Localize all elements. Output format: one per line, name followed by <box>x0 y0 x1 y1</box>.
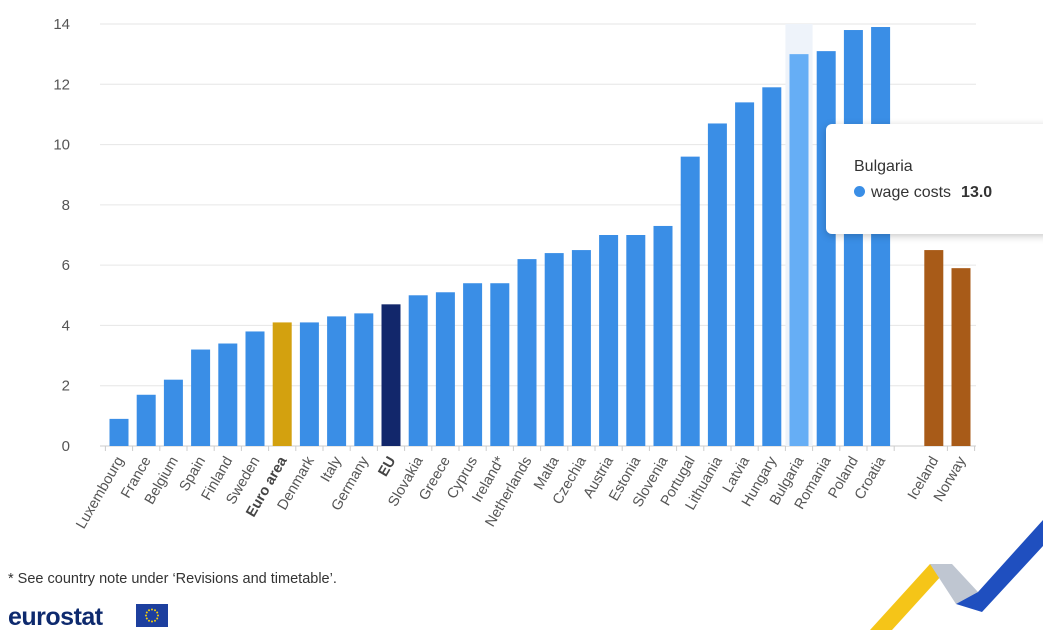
bar-luxembourg[interactable] <box>109 418 129 446</box>
y-tick-label: 4 <box>62 317 70 334</box>
bar-netherlands[interactable] <box>517 259 537 446</box>
bar-eu[interactable] <box>381 304 401 446</box>
bar-spain[interactable] <box>191 349 211 446</box>
bar-croatia[interactable] <box>871 27 891 447</box>
tooltip-series-label: wage costs <box>871 184 952 201</box>
bar-sweden[interactable] <box>245 331 265 446</box>
bar-norway[interactable] <box>951 268 971 446</box>
bar-france[interactable] <box>136 394 156 446</box>
y-tick-label: 6 <box>62 257 70 274</box>
gridlines <box>100 23 976 447</box>
y-axis: 0 2 4 6 8 10 12 14 <box>53 16 70 455</box>
bar-belgium[interactable] <box>163 379 183 446</box>
bar-iceland[interactable] <box>924 250 944 446</box>
series-dot-icon <box>854 186 865 198</box>
y-tick-label: 0 <box>62 438 70 455</box>
bar-czechia[interactable] <box>571 250 591 446</box>
bar-lithuania[interactable] <box>707 123 727 446</box>
bar-malta[interactable] <box>544 253 564 446</box>
tooltip-series-row: wage costs 13.0 <box>854 184 992 202</box>
bar-slovakia[interactable] <box>408 295 428 446</box>
footnote: * See country note under ‘Revisions and … <box>8 571 337 587</box>
eu-flag-icon <box>136 604 168 627</box>
y-tick-label: 10 <box>53 137 70 154</box>
tooltip-country: Bulgaria <box>854 158 913 175</box>
bar-romania[interactable] <box>816 51 836 446</box>
bar-latvia[interactable] <box>735 102 755 446</box>
bar-ireland[interactable] <box>490 283 510 446</box>
bar-estonia[interactable] <box>626 235 646 446</box>
x-tick-label: Italy <box>318 453 346 485</box>
bar-italy[interactable] <box>327 316 347 446</box>
y-tick-label: 8 <box>62 197 70 214</box>
bar-slovenia[interactable] <box>653 225 673 446</box>
bar-finland[interactable] <box>218 343 238 446</box>
tooltip-value: 13.0 <box>961 184 993 201</box>
y-tick-label: 14 <box>53 16 70 33</box>
x-axis: LuxembourgFranceBelgiumSpainFinlandSwede… <box>73 446 976 532</box>
bar-denmark[interactable] <box>299 322 319 446</box>
bar-austria[interactable] <box>599 235 619 446</box>
bar-bulgaria[interactable] <box>789 54 809 447</box>
bar-greece[interactable] <box>435 292 455 446</box>
x-tick-label: EU <box>376 454 400 479</box>
bar-poland[interactable] <box>843 30 863 447</box>
eurostat-logo: eurostat <box>8 603 103 631</box>
tooltip: Bulgaria wage costs 13.0 <box>826 124 1043 234</box>
y-tick-label: 2 <box>62 378 70 395</box>
bar-portugal[interactable] <box>680 156 700 446</box>
bar-cyprus[interactable] <box>463 283 483 446</box>
bar-germany[interactable] <box>354 313 374 446</box>
bar-euro-area[interactable] <box>272 322 292 446</box>
bars <box>109 27 971 447</box>
bar-hungary[interactable] <box>762 87 782 447</box>
decorative-chevrons <box>870 520 1043 630</box>
y-tick-label: 12 <box>53 76 70 93</box>
